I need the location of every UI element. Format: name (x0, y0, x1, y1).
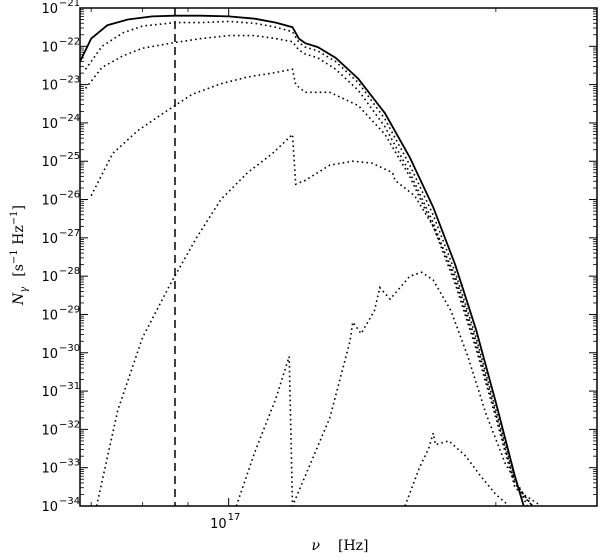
y-axis-unit-open: [s (11, 264, 27, 277)
y-tick-label: 10 (41, 194, 58, 209)
y-tick-label: 10 (41, 155, 58, 170)
y-axis-unit-close: ] (11, 205, 27, 210)
y-tick-label: 10 (41, 462, 58, 477)
y-tick-exponent: −30 (59, 343, 80, 354)
y-tick-exponent: −22 (59, 36, 80, 47)
y-tick-exponent: −27 (59, 228, 80, 239)
y-axis-unit-exp1: −1 (9, 249, 20, 264)
y-tick-exponent: −26 (59, 190, 80, 201)
y-tick-label: 10 (41, 423, 58, 438)
x-tick-labels: 10 17 (210, 512, 240, 532)
y-tick-label: 10 (41, 40, 58, 55)
series-line-7 (404, 432, 510, 506)
y-tick-exponent: −25 (59, 151, 80, 162)
series-line-3 (84, 34, 534, 506)
y-tick-label: 10 (41, 232, 58, 247)
x-axis-label: ν [Hz] (311, 538, 368, 554)
plot-frame (79, 7, 598, 507)
series-line-5 (95, 132, 534, 506)
x-axis-unit: [Hz] (338, 538, 369, 554)
y-tick-label: 10 (41, 347, 58, 362)
y-axis-label: Nγ[s−1 Hz−1] (9, 205, 30, 306)
y-axis-symbol: N (11, 292, 27, 306)
series-line-1 (80, 14, 525, 506)
y-tick-exponent: −28 (59, 266, 80, 277)
y-axis-unit-mid: Hz (11, 225, 27, 249)
y-tick-label: 10 (41, 79, 58, 94)
y-tick-exponent: −34 (59, 496, 80, 507)
y-tick-exponent: −24 (59, 113, 80, 124)
y-tick-label: 10 (41, 385, 58, 400)
y-tick-exponent: −23 (59, 75, 80, 86)
y-axis-unit-exp2: −1 (9, 211, 20, 226)
x-tick-label: 10 (210, 517, 227, 532)
y-tick-exponent: −21 (59, 0, 80, 9)
y-tick-label: 10 (41, 2, 58, 17)
y-tick-label: 10 (41, 270, 58, 285)
y-tick-label: 10 (41, 308, 58, 323)
series-line-2 (84, 20, 529, 506)
y-tick-labels: 10−2110−2210−2310−2410−2510−2610−2710−28… (41, 0, 80, 515)
y-tick-exponent: −33 (59, 458, 80, 469)
y-axis-subscript: γ (19, 287, 30, 293)
y-tick-exponent: −31 (59, 381, 80, 392)
y-tick-exponent: −29 (59, 304, 80, 315)
y-tick-label: 10 (41, 117, 58, 132)
y-tick-label: 10 (41, 500, 58, 515)
x-tick-exponent: 17 (228, 512, 241, 523)
y-tick-exponent: −32 (59, 419, 80, 430)
x-axis-symbol: ν (311, 538, 320, 554)
